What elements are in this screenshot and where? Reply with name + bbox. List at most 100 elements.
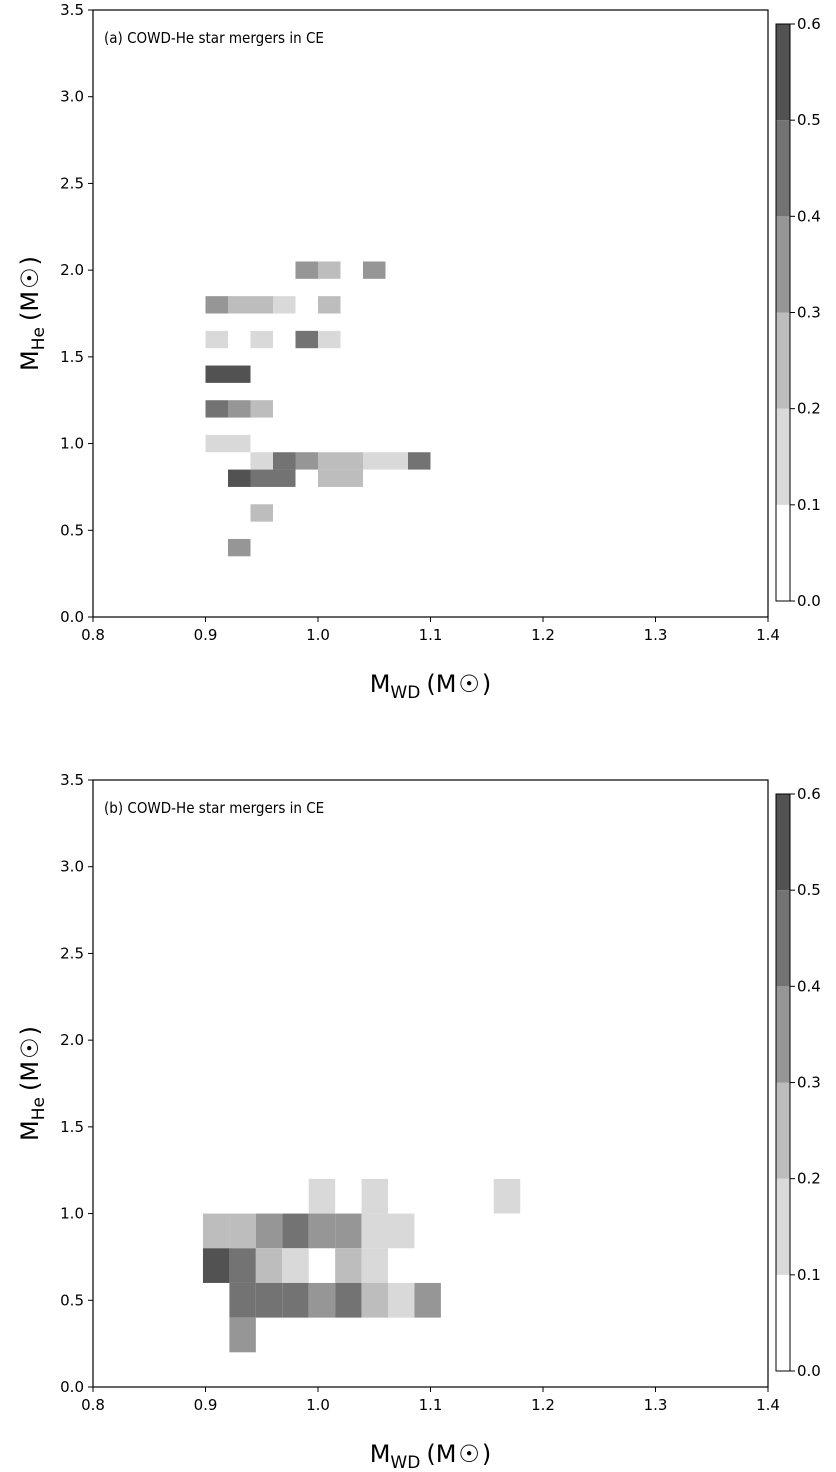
y-tick-label: 2.0 — [60, 1031, 84, 1049]
colorbar-segment — [776, 1178, 790, 1275]
colorbar-segment — [776, 986, 790, 1083]
x-tick-label: 1.0 — [306, 1396, 330, 1414]
plot-area — [93, 10, 768, 617]
heatmap-cell — [340, 452, 363, 470]
heatmap-cell — [250, 504, 273, 522]
y-tick-label: 1.5 — [60, 1118, 84, 1136]
heatmap-cell — [250, 469, 273, 487]
heatmap-cell — [205, 330, 228, 349]
heatmap-cell — [229, 1213, 256, 1249]
colorbar: 0.0 0.1 0.2 0.3 0.4 0.5 0.6 — [775, 785, 821, 1380]
heatmap-cell — [318, 296, 341, 314]
heatmap-cell — [318, 452, 341, 470]
colorbar-segment — [776, 504, 790, 601]
heatmap-cell — [318, 261, 341, 279]
heatmap-cell — [205, 434, 228, 453]
colorbar-tick-label: 0.2 — [797, 1170, 821, 1188]
heatmap-cell — [308, 1178, 336, 1214]
heatmap-cell — [228, 538, 251, 557]
heatmap-cell — [318, 330, 341, 349]
heatmap-cell — [255, 1248, 283, 1283]
heatmap-cell — [340, 469, 363, 487]
y-tick-label: 0.5 — [60, 521, 84, 539]
heatmap-cell — [250, 296, 273, 314]
heatmap-cell — [229, 1248, 256, 1283]
heatmap-cell — [205, 400, 228, 418]
y-tick-label: 3.0 — [60, 858, 84, 876]
heatmap-cell — [361, 1282, 389, 1318]
colorbar-segment — [776, 890, 790, 987]
heatmap-cell — [308, 1213, 336, 1249]
y-tick-label: 0.5 — [60, 1291, 84, 1309]
heatmap-cell — [202, 1248, 230, 1283]
heatmap-cell — [414, 1282, 441, 1318]
colorbar-tick-label: 0.0 — [797, 1362, 821, 1380]
x-tick-label: 1.0 — [306, 626, 330, 644]
heatmap-cell — [295, 261, 318, 279]
x-tick-label: 1.4 — [756, 1396, 780, 1414]
y-tick-label: 1.5 — [60, 348, 84, 366]
heatmap-cell — [282, 1213, 309, 1249]
colorbar-tick-label: 0.0 — [797, 592, 821, 610]
heatmap-cell — [361, 1248, 389, 1283]
y-tick-label: 2.5 — [60, 944, 84, 962]
x-tick-label: 1.1 — [419, 1396, 443, 1414]
heatmap-cell — [295, 330, 318, 349]
panel-title: (b) COWD-He star mergers in CE — [104, 799, 324, 817]
heatmap-cell — [228, 296, 251, 314]
y-tick-label: 0.0 — [60, 608, 84, 626]
y-tick-label: 2.5 — [60, 174, 84, 192]
heatmap-cell — [250, 330, 273, 349]
heatmap-cell — [295, 452, 318, 470]
heatmap-cell — [255, 1282, 283, 1318]
y-tick-label: 1.0 — [60, 435, 84, 453]
heatmap-cell — [408, 452, 431, 470]
colorbar-segment — [776, 1082, 790, 1179]
heatmap-cell — [250, 400, 273, 418]
colorbar-tick-label: 0.1 — [797, 496, 821, 514]
heatmap-cell — [202, 1213, 230, 1249]
heatmap-cells — [202, 1178, 521, 1353]
y-tick-label: 3.0 — [60, 88, 84, 106]
heatmap-cell — [335, 1282, 362, 1318]
colorbar-segment — [776, 312, 790, 409]
y-tick-label: 1.0 — [60, 1205, 84, 1223]
y-tick-label: 0.0 — [60, 1378, 84, 1396]
heatmap-cell — [308, 1282, 336, 1318]
y-axis-label: MHe(M☉) — [16, 1026, 49, 1141]
heatmap-cell — [318, 469, 341, 487]
colorbar-tick-label: 0.4 — [797, 977, 821, 995]
x-tick-label: 1.2 — [531, 1396, 555, 1414]
heatmap-cell — [229, 1317, 256, 1353]
heatmap-cell — [361, 1178, 389, 1214]
heatmap-cell — [363, 261, 386, 279]
y-tick-label: 3.5 — [60, 771, 84, 789]
heatmap-cell — [385, 452, 408, 470]
panel-title: (a) COWD-He star mergers in CE — [104, 29, 324, 47]
colorbar-tick-label: 0.6 — [797, 15, 821, 33]
heatmap-cell — [273, 296, 296, 314]
colorbar-segment — [776, 216, 790, 313]
heatmap-cell — [493, 1178, 521, 1214]
colorbar-segment — [776, 120, 790, 217]
heatmap-cell — [229, 1282, 256, 1318]
x-tick-label: 0.9 — [194, 626, 218, 644]
heatmap-cell — [228, 365, 251, 383]
x-axis-label: MWD (M☉) — [370, 670, 492, 703]
colorbar-tick-label: 0.3 — [797, 1074, 821, 1092]
heatmap-cell — [228, 469, 251, 487]
x-tick-label: 1.2 — [531, 626, 555, 644]
heatmap-cell — [282, 1282, 309, 1318]
heatmap-cell — [388, 1213, 415, 1249]
heatmap-cell — [250, 452, 273, 470]
heatmap-cells — [205, 261, 431, 557]
y-tick-label: 3.5 — [60, 1, 84, 19]
heatmap-cell — [388, 1282, 415, 1318]
colorbar-tick-label: 0.4 — [797, 207, 821, 225]
heatmap-cell — [205, 365, 228, 383]
x-tick-label: 1.1 — [419, 626, 443, 644]
x-tick-label: 1.3 — [644, 1396, 668, 1414]
panel-b: 0.8 0.9 1.0 1.1 1.2 1.3 1.4 0.0 0.5 1.0 1.5 2.0 2.5 3… — [16, 771, 821, 1472]
heatmap-cell — [228, 434, 251, 453]
